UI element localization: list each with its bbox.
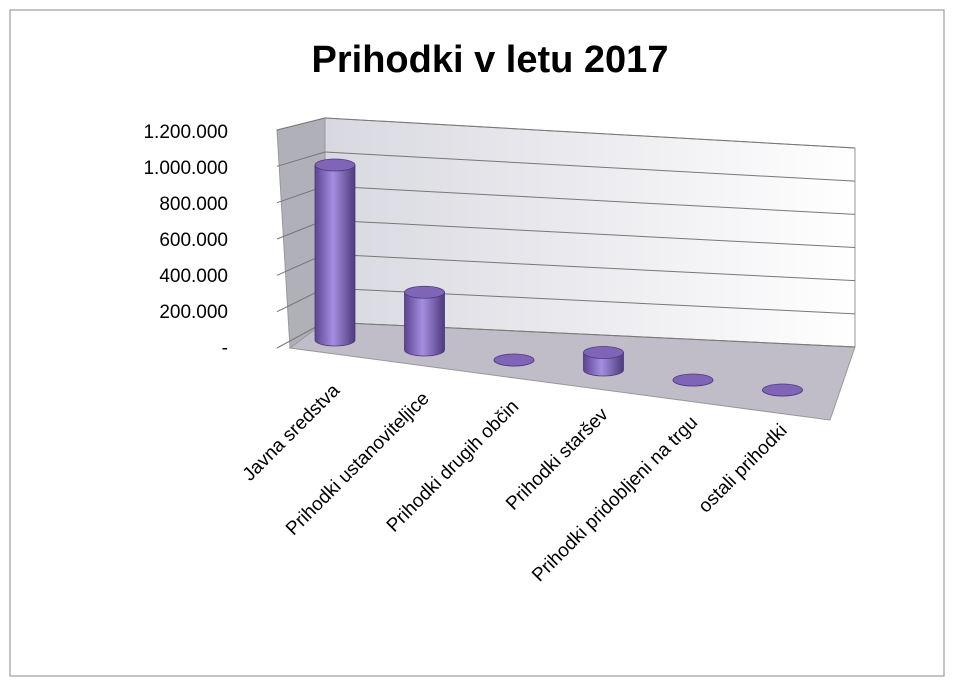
y-tick-label: 200.000 (159, 302, 228, 323)
y-tick-label: 400.000 (159, 266, 228, 287)
grid-line (324, 219, 856, 248)
chart-title: Prihodki v letu 2017 (312, 39, 669, 81)
y-tick-label: - (222, 338, 228, 359)
grid-line (276, 117, 326, 131)
bar (314, 158, 356, 347)
y-tick-label: 600.000 (159, 230, 228, 251)
grid-line (324, 151, 856, 182)
bar (762, 383, 803, 397)
grid-line (324, 185, 856, 215)
bar (583, 346, 624, 377)
grid-line (324, 253, 856, 282)
grid-line (324, 117, 856, 149)
y-tick-label: 1.000.000 (143, 158, 228, 179)
y-tick-label: 1.200.000 (143, 122, 228, 143)
bar (672, 373, 714, 387)
bar (404, 285, 445, 357)
bar (493, 353, 535, 367)
y-tick-label: 800.000 (159, 194, 228, 215)
grid-line (276, 151, 326, 167)
